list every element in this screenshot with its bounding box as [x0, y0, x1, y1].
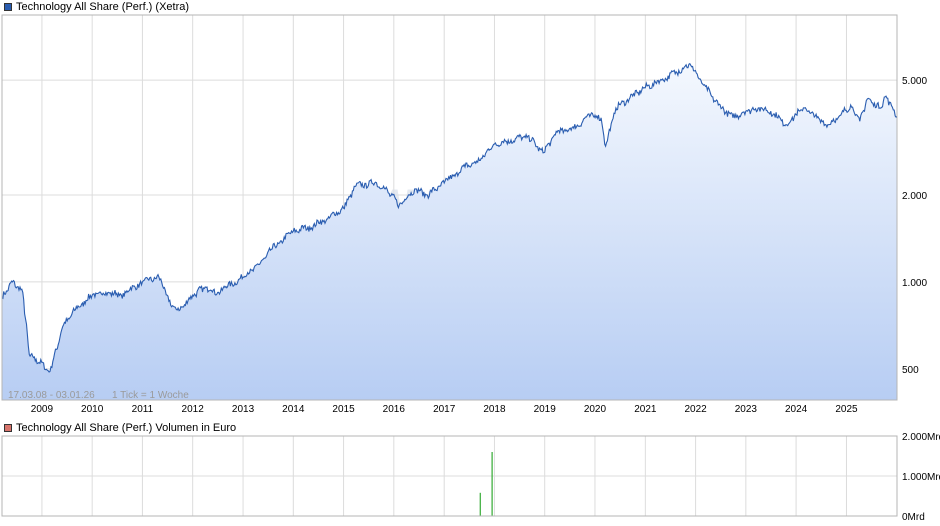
x-tick-label: 2020 — [584, 404, 607, 415]
y-tick-label: 500 — [902, 365, 919, 376]
x-tick-label: 2019 — [534, 404, 557, 415]
volume-y-tick-label: 2.000Mrd — [902, 432, 940, 443]
x-tick-label: 2012 — [182, 404, 205, 415]
main-x-axis: 2009 2010 2011 2012 2013 2014 2015 2016 2017 2018… — [31, 404, 858, 415]
price-area-fill — [2, 63, 897, 400]
main-chart-legend: Technology All Share (Perf.) (Xetra) — [4, 0, 189, 14]
x-tick-label: 2022 — [684, 404, 707, 415]
x-tick-label: 2025 — [835, 404, 858, 415]
volume-chart-legend: Technology All Share (Perf.) Volumen in … — [4, 421, 236, 435]
x-tick-label: 2023 — [735, 404, 758, 415]
volume-y-tick-label: 0Mrd — [902, 512, 925, 523]
x-tick-label: 2017 — [433, 404, 456, 415]
x-tick-label: 2011 — [132, 404, 154, 415]
x-tick-label: 2021 — [634, 404, 657, 415]
x-tick-label: 2018 — [483, 404, 506, 415]
volume-legend-label: Technology All Share (Perf.) Volumen in … — [16, 422, 237, 434]
x-tick-label: 2014 — [282, 404, 305, 415]
x-tick-label: 2013 — [232, 404, 255, 415]
y-tick-label: 5.000 — [902, 76, 927, 87]
x-tick-label: 2024 — [785, 404, 808, 415]
main-series-swatch — [4, 3, 12, 11]
price-line — [1, 62, 898, 373]
volume-series-swatch — [4, 424, 12, 432]
main-legend-label: Technology All Share (Perf.) (Xetra) — [16, 1, 190, 13]
volume-bars — [479, 452, 493, 516]
volume-plot-frame — [1, 435, 898, 517]
volume-grid — [2, 435, 897, 517]
x-tick-label: 2015 — [332, 404, 355, 415]
x-tick-label: 2010 — [81, 404, 104, 415]
volume-y-axis: 0Mrd 1.000Mrd 2.000Mrd — [902, 432, 940, 523]
volume-y-tick-label: 1.000Mrd — [902, 472, 940, 483]
main-plot-frame — [1, 14, 898, 401]
x-tick-label: 2009 — [31, 404, 54, 415]
y-tick-label: 1.000 — [902, 278, 927, 289]
y-tick-label: 2.000 — [902, 191, 927, 202]
main-y-axis: 500 1.000 2.000 5.000 — [902, 76, 927, 376]
tick-interval-label: 1 Tick = 1 Woche — [112, 390, 189, 401]
x-tick-label: 2016 — [383, 404, 406, 415]
date-range-label: 17.03.08 - 03.01.26 — [8, 390, 95, 401]
